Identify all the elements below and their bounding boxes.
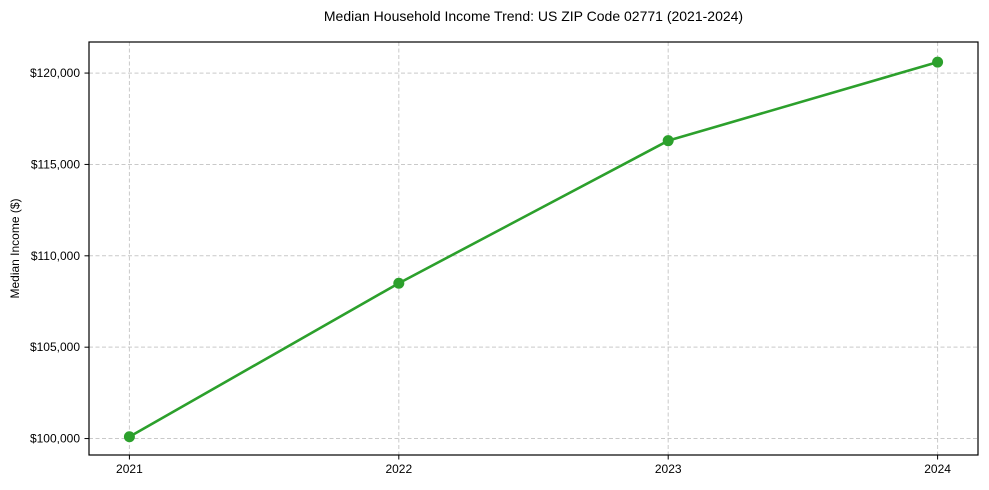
y-tick-label: $105,000 <box>30 340 80 354</box>
x-tick-label: 2021 <box>116 462 143 476</box>
plot-border <box>88 41 979 456</box>
chart-title: Median Household Income Trend: US ZIP Co… <box>323 8 744 24</box>
x-tick-label: 2023 <box>655 462 682 476</box>
data-point-marker <box>123 431 135 443</box>
x-tick-label: 2022 <box>385 462 412 476</box>
x-tick-label: 2024 <box>924 462 951 476</box>
trend-line <box>128 60 939 439</box>
y-axis-label: Median Income ($) <box>8 198 22 298</box>
y-tick-label: $110,000 <box>31 249 80 263</box>
data-point-marker <box>932 56 944 68</box>
y-tick-label: $115,000 <box>31 157 80 171</box>
data-point-marker <box>393 277 405 289</box>
y-tick-label: $120,000 <box>30 66 80 80</box>
data-point-marker <box>662 135 674 147</box>
y-tick-label: $100,000 <box>30 432 80 446</box>
